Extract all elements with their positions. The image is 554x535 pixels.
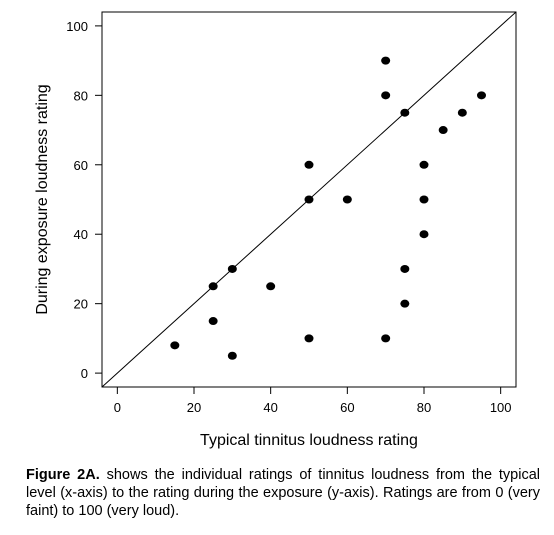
y-tick-label: 40 <box>74 227 88 242</box>
data-point <box>304 160 314 169</box>
caption-label: Figure 2A. <box>26 467 100 483</box>
data-point <box>400 299 410 308</box>
y-tick-label: 20 <box>74 297 88 312</box>
y-axis-title: During exposure loudness rating <box>34 84 51 314</box>
data-point <box>170 341 180 350</box>
data-point <box>477 91 486 100</box>
data-point <box>227 351 237 360</box>
data-points <box>170 56 486 360</box>
x-tick-label: 100 <box>490 400 512 415</box>
data-point <box>419 160 429 169</box>
data-point <box>381 91 391 100</box>
data-point <box>304 195 314 204</box>
data-point <box>342 195 352 204</box>
data-point <box>227 264 237 273</box>
y-tick-label: 100 <box>66 19 88 34</box>
data-point <box>400 108 410 117</box>
data-point <box>381 334 391 343</box>
data-point <box>381 56 391 65</box>
x-axis-ticks: 0 20 40 60 80 100 <box>114 387 512 415</box>
data-point <box>208 317 218 326</box>
x-tick-label: 0 <box>114 400 121 415</box>
y-tick-label: 80 <box>74 88 88 103</box>
x-tick-label: 40 <box>263 400 277 415</box>
data-point <box>457 108 467 117</box>
data-point <box>438 126 448 135</box>
caption-text: shows the individual ratings of tinnitus… <box>26 467 541 519</box>
y-tick-label: 0 <box>81 366 88 381</box>
data-point <box>208 282 218 291</box>
x-tick-label: 20 <box>187 400 201 415</box>
figure-caption: Figure 2A. shows the individual ratings … <box>26 466 540 520</box>
y-axis-ticks: 0 20 40 60 80 100 <box>66 19 102 381</box>
scatter-chart: 0 20 40 60 80 100 0 20 40 60 80 100 Typical tinnit… <box>34 11 517 449</box>
data-point <box>266 282 276 291</box>
x-tick-label: 80 <box>417 400 431 415</box>
plot-frame <box>101 11 517 388</box>
x-tick-label: 60 <box>340 400 354 415</box>
data-point <box>400 264 410 273</box>
data-point <box>419 230 429 239</box>
y-tick-label: 60 <box>74 158 88 173</box>
data-point <box>304 334 314 343</box>
data-point <box>419 195 429 204</box>
x-axis-title: Typical tinnitus loudness rating <box>200 432 418 449</box>
